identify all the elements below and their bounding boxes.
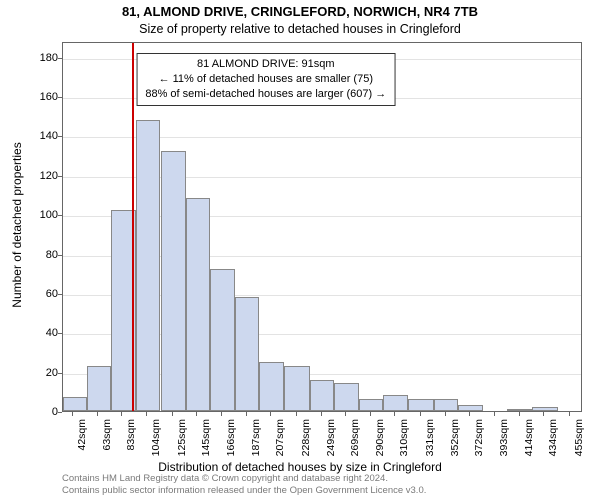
histogram-bar bbox=[507, 409, 532, 411]
y-tick-label: 0 bbox=[38, 406, 58, 418]
histogram-chart: 81, ALMOND DRIVE, CRINGLEFORD, NORWICH, … bbox=[0, 0, 600, 500]
footnote: Contains HM Land Registry data © Crown c… bbox=[62, 473, 426, 497]
histogram-bar bbox=[259, 362, 284, 411]
x-tick-label: 207sqm bbox=[274, 419, 286, 456]
x-tick-label: 63sqm bbox=[101, 419, 113, 451]
footnote-line-1: Contains HM Land Registry data © Crown c… bbox=[62, 473, 426, 485]
plot-area: 81 ALMOND DRIVE: 91sqm ← 11% of detached… bbox=[62, 42, 582, 412]
y-tick-label: 100 bbox=[38, 209, 58, 221]
x-tick-label: 269sqm bbox=[349, 419, 361, 456]
y-tick-label: 80 bbox=[38, 249, 58, 261]
histogram-bar bbox=[186, 198, 210, 411]
histogram-bar bbox=[434, 399, 458, 411]
x-tick-label: 249sqm bbox=[325, 419, 337, 456]
x-tick-label: 104sqm bbox=[150, 419, 162, 456]
y-tick-label: 160 bbox=[38, 91, 58, 103]
histogram-bar bbox=[63, 397, 87, 411]
x-tick-label: 42sqm bbox=[76, 419, 88, 451]
y-axis-label: Number of detached properties bbox=[10, 142, 24, 307]
x-tick-label: 290sqm bbox=[374, 419, 386, 456]
y-tick-label: 40 bbox=[38, 327, 58, 339]
y-tick-label: 120 bbox=[38, 170, 58, 182]
histogram-bar bbox=[334, 383, 359, 411]
x-tick-label: 434sqm bbox=[547, 419, 559, 456]
histogram-bar bbox=[532, 407, 557, 411]
chart-title: 81, ALMOND DRIVE, CRINGLEFORD, NORWICH, … bbox=[0, 4, 600, 19]
histogram-bar bbox=[383, 395, 408, 411]
marker-annotation: 81 ALMOND DRIVE: 91sqm ← 11% of detached… bbox=[136, 53, 395, 106]
annotation-line-1: 81 ALMOND DRIVE: 91sqm bbox=[145, 57, 386, 72]
annotation-line-2: ← 11% of detached houses are smaller (75… bbox=[145, 72, 386, 87]
histogram-bar bbox=[408, 399, 433, 411]
x-tick-label: 125sqm bbox=[176, 419, 188, 456]
marker-line bbox=[132, 43, 134, 411]
histogram-bar bbox=[136, 120, 160, 411]
histogram-bar bbox=[359, 399, 383, 411]
y-tick-label: 180 bbox=[38, 52, 58, 64]
histogram-bar bbox=[284, 366, 309, 411]
x-axis-label: Distribution of detached houses by size … bbox=[0, 460, 600, 474]
chart-subtitle: Size of property relative to detached ho… bbox=[0, 22, 600, 36]
x-tick-label: 228sqm bbox=[300, 419, 312, 456]
x-tick-label: 83sqm bbox=[125, 419, 137, 451]
x-tick-label: 393sqm bbox=[498, 419, 510, 456]
footnote-line-2: Contains public sector information relea… bbox=[62, 485, 426, 497]
y-tick-label: 60 bbox=[38, 288, 58, 300]
histogram-bar bbox=[310, 380, 334, 411]
histogram-bar bbox=[161, 151, 186, 411]
histogram-bar bbox=[458, 405, 483, 411]
x-tick-label: 352sqm bbox=[449, 419, 461, 456]
x-tick-label: 310sqm bbox=[398, 419, 410, 456]
histogram-bar bbox=[87, 366, 111, 411]
annotation-line-3: 88% of semi-detached houses are larger (… bbox=[145, 87, 386, 102]
x-tick-label: 166sqm bbox=[225, 419, 237, 456]
x-tick-label: 187sqm bbox=[250, 419, 262, 456]
x-tick-label: 372sqm bbox=[473, 419, 485, 456]
histogram-bar bbox=[210, 269, 235, 411]
histogram-bar bbox=[235, 297, 259, 411]
x-tick-label: 414sqm bbox=[523, 419, 535, 456]
x-tick-label: 455sqm bbox=[573, 419, 585, 456]
x-tick-label: 145sqm bbox=[200, 419, 212, 456]
y-tick-label: 20 bbox=[38, 367, 58, 379]
y-tick-label: 140 bbox=[38, 130, 58, 142]
x-tick-label: 331sqm bbox=[424, 419, 436, 456]
